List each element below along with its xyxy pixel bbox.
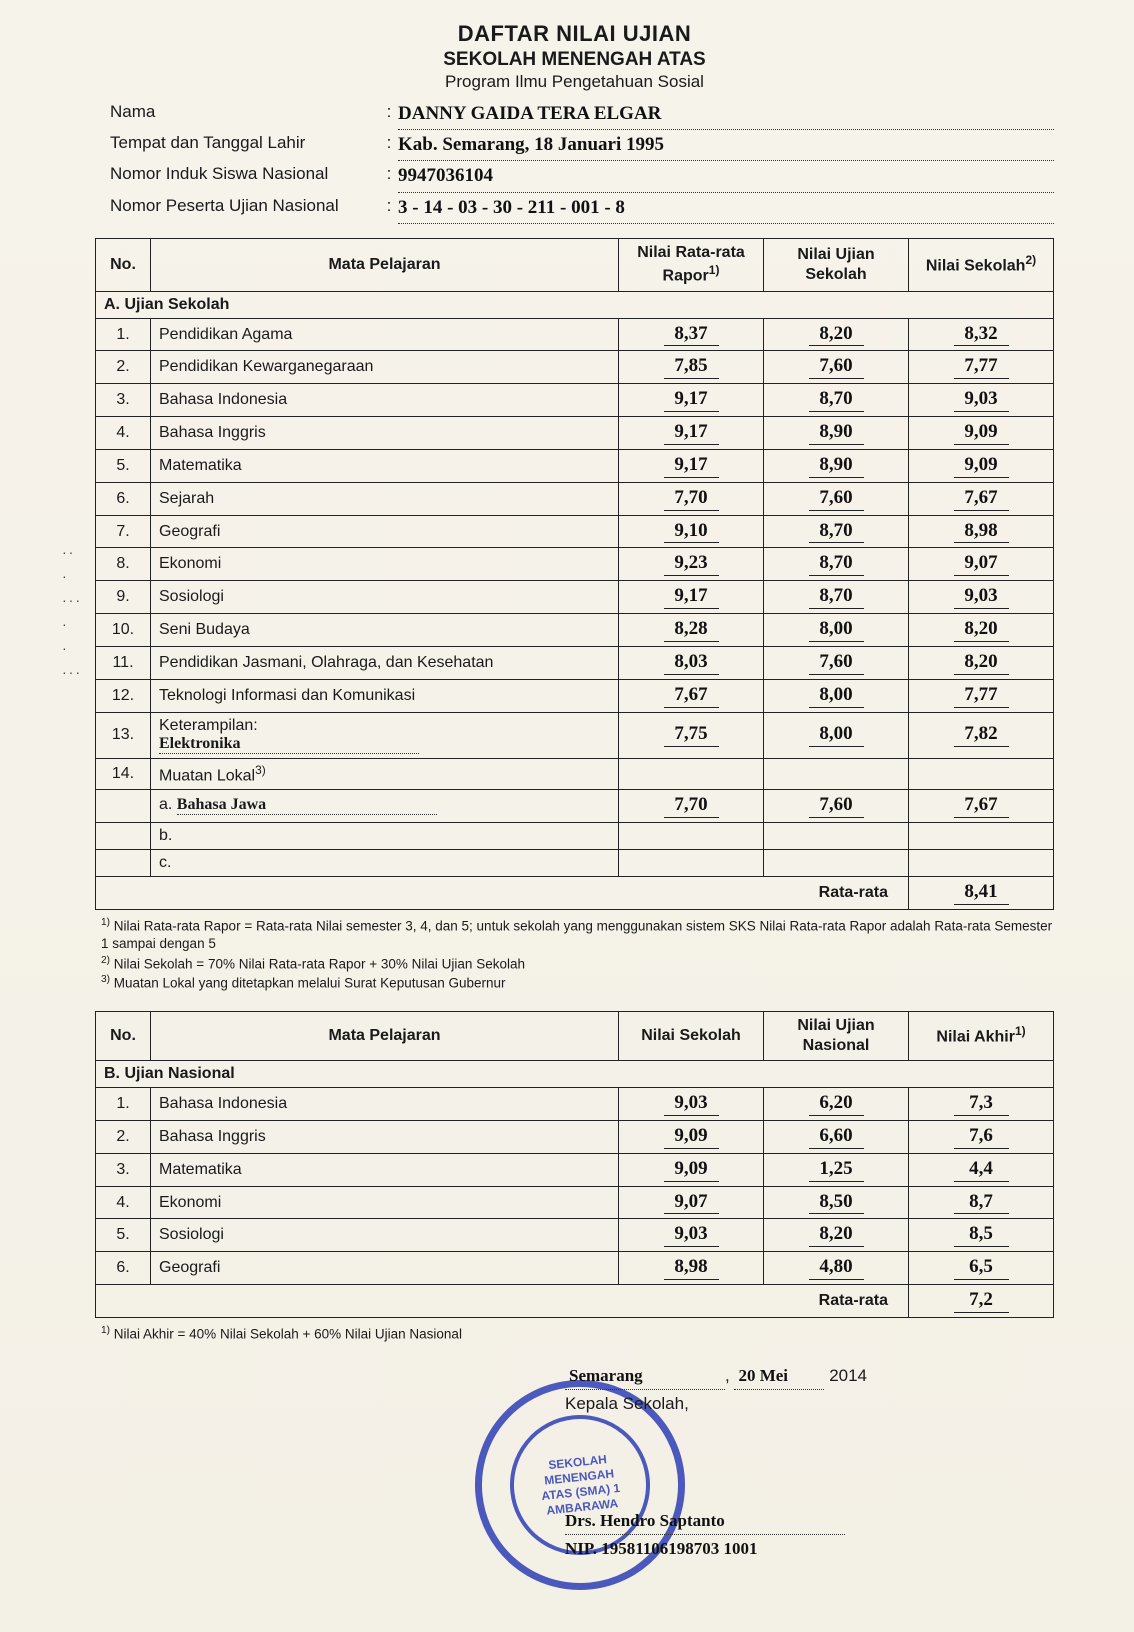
binder-holes: ··········· — [62, 540, 76, 684]
sig-place-date: Semarang, 20 Mei 2014 — [565, 1362, 867, 1390]
table-row: 2.Bahasa Inggris9,096,607,6 — [96, 1120, 1054, 1153]
table-row: 8.Ekonomi9,238,709,07 — [96, 548, 1054, 581]
table-row: 11.Pendidikan Jasmani, Olahraga, dan Kes… — [96, 647, 1054, 680]
footnotes-a: 1) Nilai Rata-rata Rapor = Rata-rata Nil… — [101, 916, 1054, 993]
title-program: Program Ilmu Pengetahuan Sosial — [95, 71, 1054, 92]
table-ujian-sekolah: No. Mata Pelajaran Nilai Rata-rata Rapor… — [95, 238, 1054, 909]
signature-block: SEKOLAH MENENGAH ATAS (SMA) 1 AMBARAWA S… — [95, 1362, 1054, 1592]
student-info: Nama : DANNY GAIDA TERA ELGAR Tempat dan… — [110, 99, 1054, 225]
section-b-header: B. Ujian Nasional — [96, 1061, 1054, 1088]
table-row: 1.Bahasa Indonesia9,036,207,3 — [96, 1088, 1054, 1121]
signature-space — [565, 1417, 867, 1507]
th-no: No. — [96, 239, 151, 291]
table-row: 3.Matematika9,091,254,4 — [96, 1153, 1054, 1186]
label-npun: Nomor Peserta Ujian Nasional — [110, 193, 380, 224]
table-ujian-nasional: No. Mata Pelajaran Nilai Sekolah Nilai U… — [95, 1011, 1054, 1318]
table-row: 12.Teknologi Informasi dan Komunikasi7,6… — [96, 679, 1054, 712]
table-row: 3.Bahasa Indonesia9,178,709,03 — [96, 384, 1054, 417]
th-nilai-sekolah: Nilai Sekolah2) — [909, 239, 1054, 291]
table-row: 5.Matematika9,178,909,09 — [96, 449, 1054, 482]
table-row: 5.Sosiologi9,038,208,5 — [96, 1219, 1054, 1252]
row-muatan-lokal-header: 14. Muatan Lokal3) — [96, 758, 1054, 789]
table-row: 1.Pendidikan Agama8,378,208,32 — [96, 318, 1054, 351]
row-keterampilan: 13. Keterampilan: Elektronika 7,75 8,00 … — [96, 712, 1054, 758]
footnote-b: 1) Nilai Akhir = 40% Nilai Sekolah + 60%… — [101, 1324, 1054, 1344]
sig-role: Kepala Sekolah, — [565, 1390, 867, 1417]
value-nama: DANNY GAIDA TERA ELGAR — [398, 99, 1054, 130]
th-subject: Mata Pelajaran — [151, 239, 619, 291]
value-npun: 3 - 14 - 03 - 30 - 211 - 001 - 8 — [398, 193, 1054, 224]
keterampilan-fill: Elektronika — [159, 735, 419, 754]
label-nisn: Nomor Induk Siswa Nasional — [110, 161, 380, 192]
section-a-header: A. Ujian Sekolah — [96, 291, 1054, 318]
title-main: DAFTAR NILAI UJIAN — [95, 20, 1054, 48]
value-nisn: 9947036104 — [398, 161, 1054, 192]
row-muatan-lokal-a: a. Bahasa Jawa 7,70 7,60 7,67 — [96, 790, 1054, 823]
table-row: 9.Sosiologi9,178,709,03 — [96, 581, 1054, 614]
sig-nip: NIP. 19581106198703 1001 — [565, 1535, 867, 1562]
table-row: 4.Bahasa Inggris9,178,909,09 — [96, 417, 1054, 450]
sig-name: Drs. Hendro Saptanto — [565, 1507, 845, 1535]
value-ttl: Kab. Semarang, 18 Januari 1995 — [398, 130, 1054, 161]
title-sub: SEKOLAH MENENGAH ATAS — [95, 48, 1054, 72]
row-muatan-lokal-c: c. — [96, 849, 1054, 876]
table-row: 2.Pendidikan Kewarganegaraan7,857,607,77 — [96, 351, 1054, 384]
table-row: 7.Geografi9,108,708,98 — [96, 515, 1054, 548]
table-row: 6.Sejarah7,707,607,67 — [96, 482, 1054, 515]
label-nama: Nama — [110, 99, 380, 130]
title-block: DAFTAR NILAI UJIAN SEKOLAH MENENGAH ATAS… — [95, 20, 1054, 93]
row-rata-rata-b: Rata-rata 7,2 — [96, 1285, 1054, 1318]
th-ujian-sekolah: Nilai Ujian Sekolah — [764, 239, 909, 291]
row-rata-rata-a: Rata-rata 8,41 — [96, 876, 1054, 909]
row-muatan-lokal-b: b. — [96, 822, 1054, 849]
table-row: 4.Ekonomi9,078,508,7 — [96, 1186, 1054, 1219]
label-ttl: Tempat dan Tanggal Lahir — [110, 130, 380, 161]
table-row: 6.Geografi8,984,806,5 — [96, 1252, 1054, 1285]
table-row: 10.Seni Budaya8,288,008,20 — [96, 614, 1054, 647]
document-page: ··········· DAFTAR NILAI UJIAN SEKOLAH M… — [0, 0, 1134, 1632]
th-rapor: Nilai Rata-rata Rapor1) — [619, 239, 764, 291]
